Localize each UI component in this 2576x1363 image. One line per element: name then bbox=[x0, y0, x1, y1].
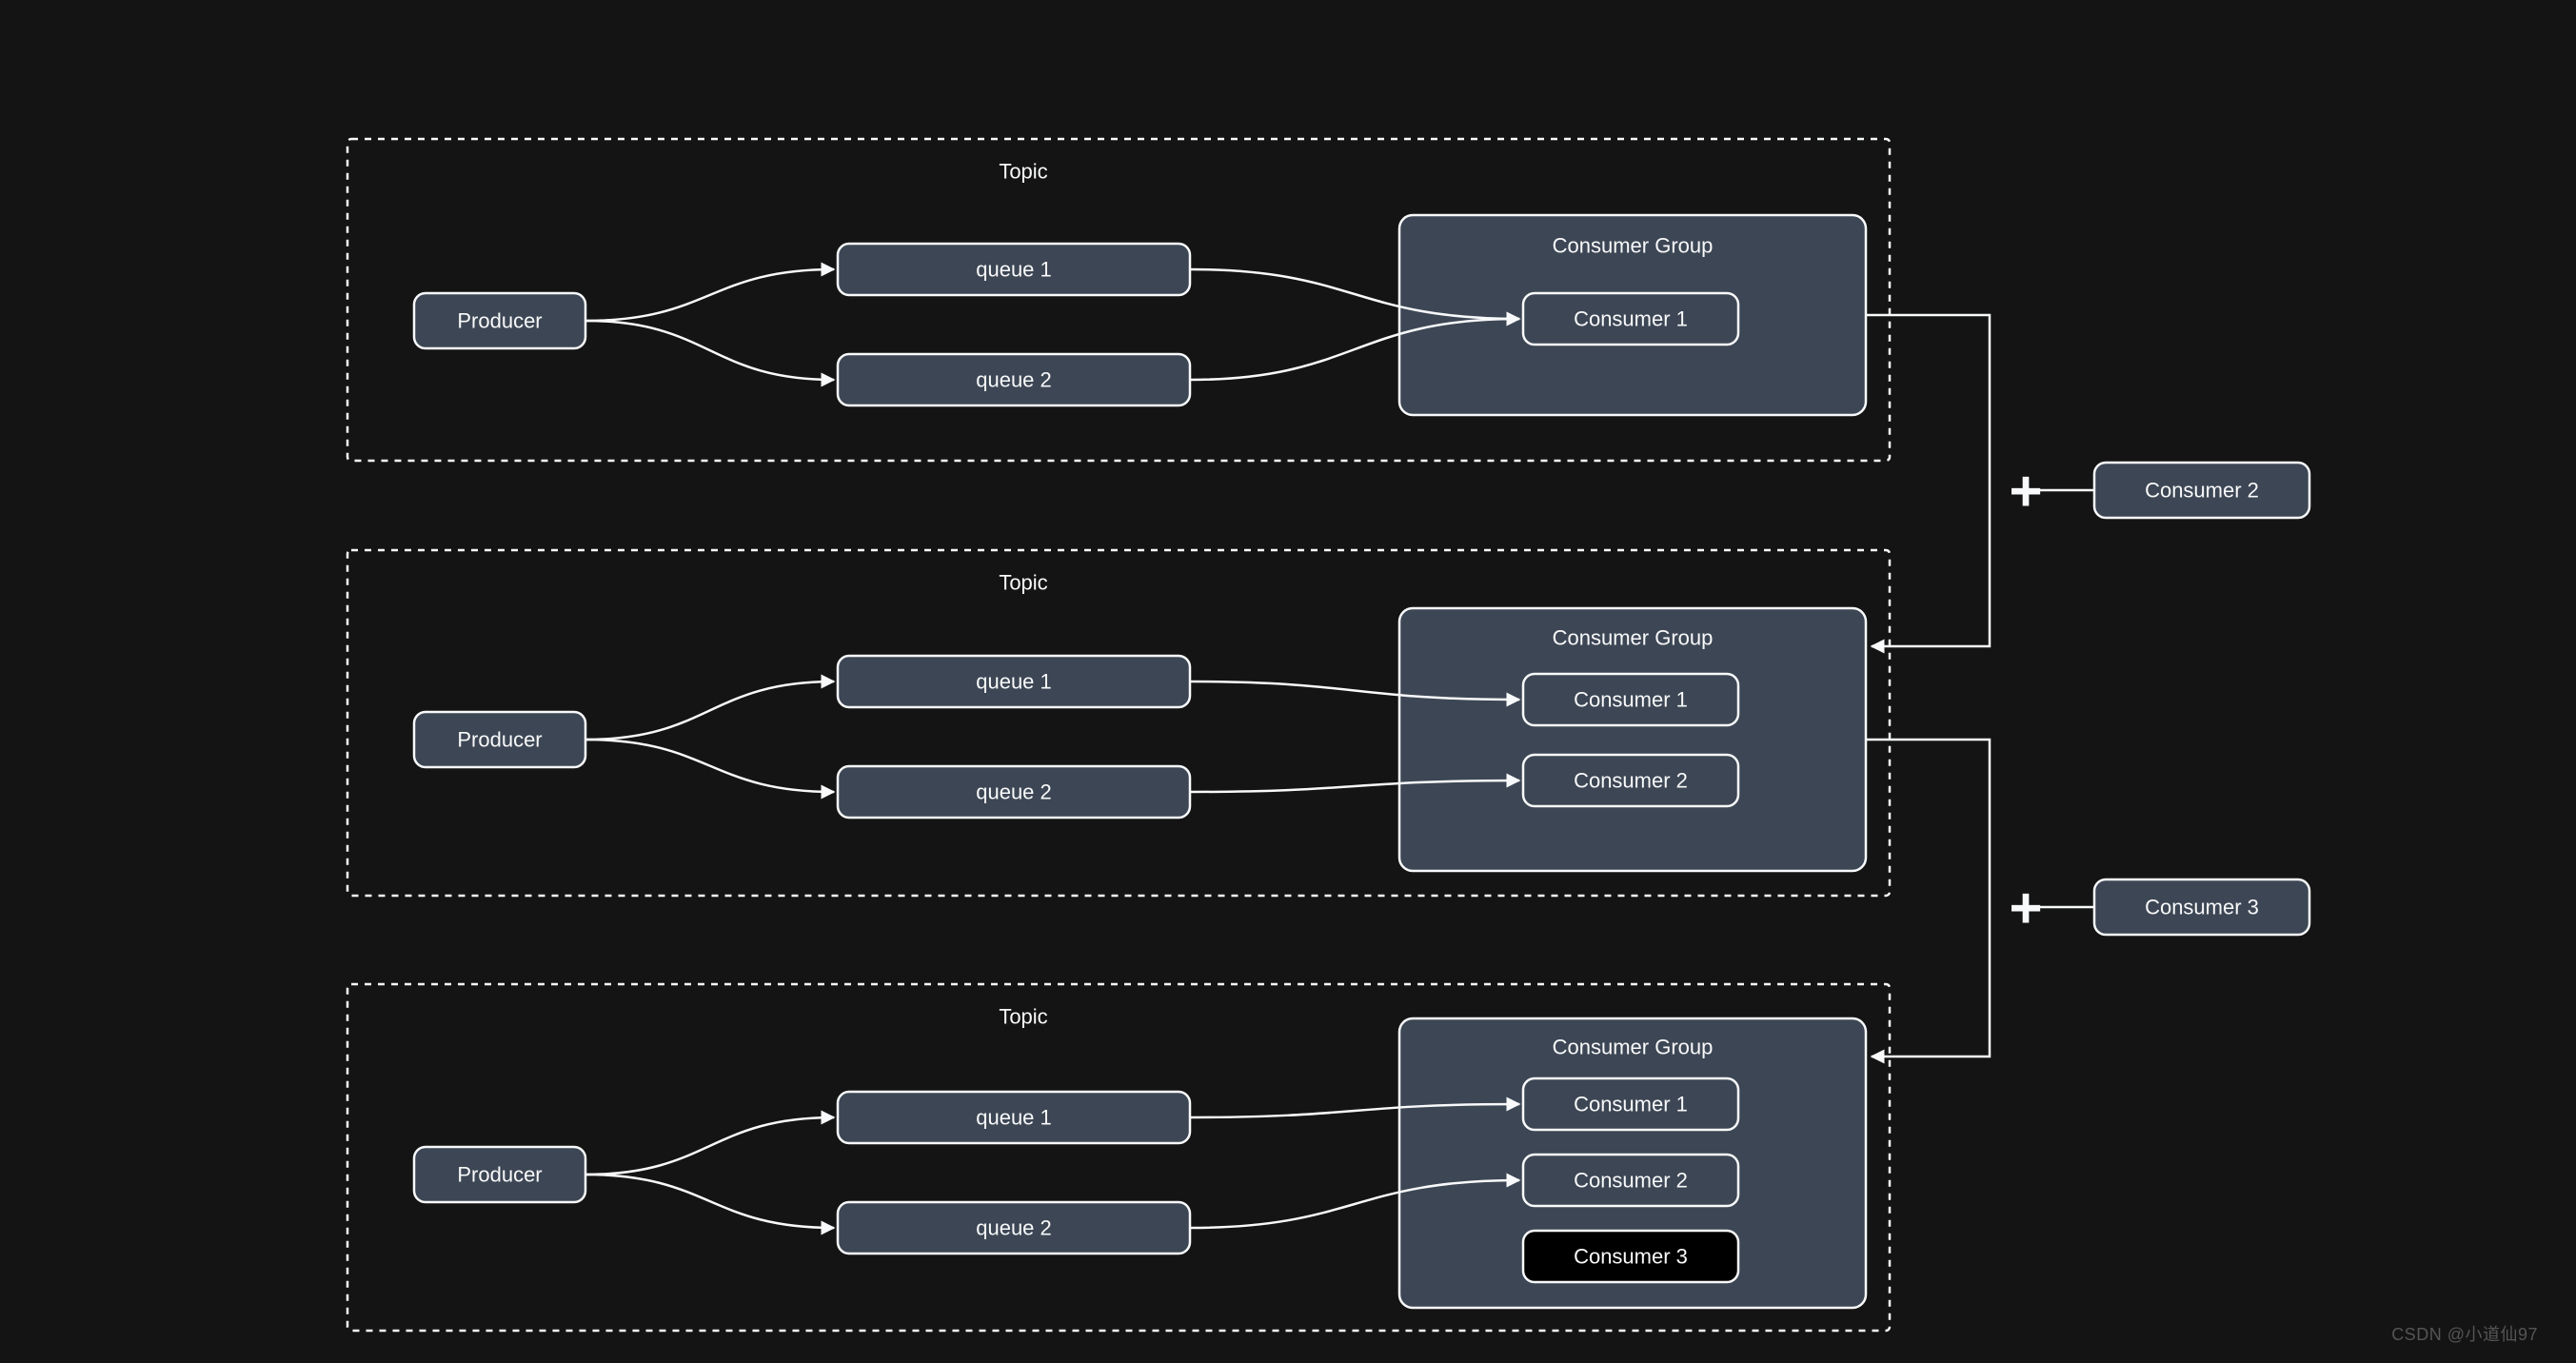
queue-label: queue 1 bbox=[976, 1106, 1052, 1130]
consumer-label: Consumer 1 bbox=[1574, 1093, 1688, 1116]
producer-label: Producer bbox=[457, 728, 542, 752]
producer-label: Producer bbox=[457, 309, 542, 333]
consumer-label: Consumer 3 bbox=[1574, 1245, 1688, 1269]
external-consumer-label: Consumer 2 bbox=[2145, 479, 2259, 503]
edge bbox=[585, 1117, 834, 1175]
watermark-text: CSDN @小道仙97 bbox=[2391, 1321, 2538, 1346]
consumer-group-title: Consumer Group bbox=[1553, 1036, 1714, 1059]
queue-label: queue 2 bbox=[976, 1216, 1052, 1240]
architecture-diagram: Topic Producer queue 1 queue 2 Consumer Grou… bbox=[0, 0, 2576, 1363]
consumer-group-title: Consumer Group bbox=[1553, 626, 1714, 650]
consumer-label: Consumer 1 bbox=[1574, 688, 1688, 712]
producer-label: Producer bbox=[457, 1163, 542, 1187]
external-consumer-label: Consumer 3 bbox=[2145, 896, 2259, 919]
queue-label: queue 1 bbox=[976, 670, 1052, 694]
edge bbox=[585, 740, 834, 792]
edge bbox=[585, 1175, 834, 1228]
panel-connector bbox=[1866, 315, 1990, 646]
consumer-label: Consumer 2 bbox=[1574, 1169, 1688, 1193]
queue-label: queue 1 bbox=[976, 258, 1052, 282]
queue-label: queue 2 bbox=[976, 368, 1052, 392]
edge bbox=[585, 682, 834, 740]
panel-connector bbox=[1866, 740, 1990, 1057]
edge bbox=[585, 321, 834, 380]
consumer-group-title: Consumer Group bbox=[1553, 234, 1714, 258]
consumer-label: Consumer 1 bbox=[1574, 307, 1688, 331]
queue-label: queue 2 bbox=[976, 780, 1052, 804]
topic-title: Topic bbox=[999, 160, 1047, 184]
topic-title: Topic bbox=[999, 571, 1047, 595]
consumer-label: Consumer 2 bbox=[1574, 769, 1688, 793]
topic-title: Topic bbox=[999, 1005, 1047, 1029]
edge bbox=[585, 269, 834, 321]
